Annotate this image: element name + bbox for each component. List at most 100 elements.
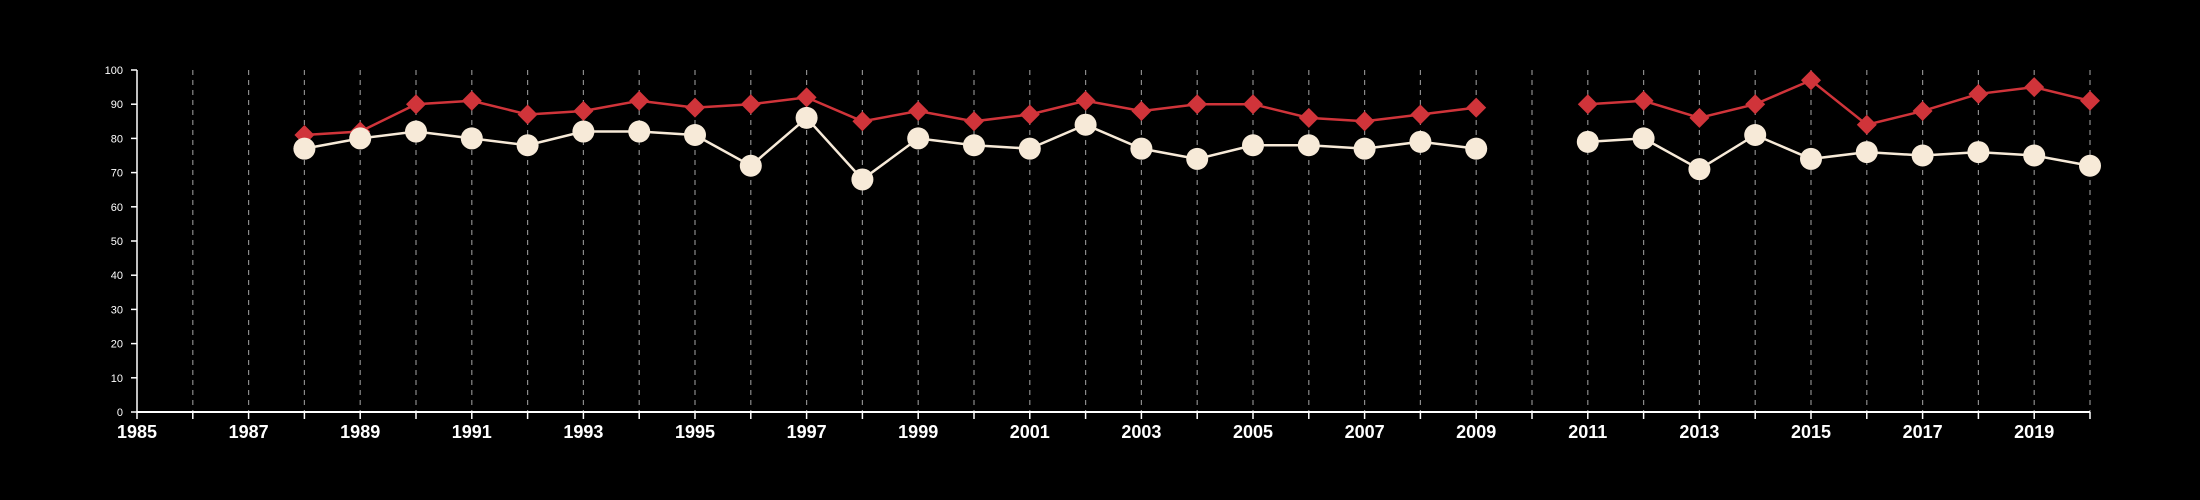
- y-tick-label-50: 50: [111, 236, 123, 248]
- series-1-line-segment-0: [304, 116, 1477, 182]
- x-tick-label-1985: 1985: [117, 422, 157, 442]
- y-tick-label-60: 60: [111, 202, 123, 214]
- series-0-point-2002: [1075, 90, 1096, 111]
- series-0-point-1993: [573, 101, 594, 122]
- series-0-point-2011: [1577, 94, 1598, 115]
- x-tick-label-1993: 1993: [563, 422, 603, 442]
- x-tick-label-1989: 1989: [340, 422, 380, 442]
- vertical-gridlines: [192, 70, 2091, 412]
- series-0-point-2020: [2080, 90, 2100, 111]
- series-1-point-2004: [1186, 147, 1209, 170]
- y-tick-label-100: 100: [105, 65, 123, 77]
- series-0-point-2019: [2024, 77, 2045, 98]
- x-tick-label-2019: 2019: [2014, 422, 2054, 442]
- x-tick-label-1987: 1987: [229, 422, 269, 442]
- x-tick-label-1999: 1999: [898, 422, 938, 442]
- series-0-point-2008: [1410, 104, 1431, 125]
- series-1-point-2019: [2023, 144, 2046, 167]
- series-0-point-2001: [1019, 104, 1040, 125]
- series-1-point-2006: [1297, 134, 1320, 157]
- series-0-point-1996: [740, 94, 761, 115]
- series-1-line-segment-1: [1587, 133, 2091, 171]
- y-tick-label-30: 30: [111, 304, 123, 316]
- x-tick-label-2013: 2013: [1679, 422, 1719, 442]
- series-1-point-1996: [739, 154, 762, 177]
- y-tick-label-0: 0: [117, 407, 123, 419]
- series-0-point-2000: [964, 111, 984, 132]
- series-0-point-1999: [908, 101, 929, 122]
- series-1-point-2003: [1130, 137, 1153, 160]
- series-0-point-2004: [1187, 94, 1208, 115]
- series-0-point-2016: [1856, 114, 1877, 135]
- y-tick-label-10: 10: [111, 373, 123, 385]
- series-0-point-1994: [629, 90, 650, 111]
- series-1-point-2000: [963, 134, 985, 157]
- x-tick-label-2005: 2005: [1233, 422, 1273, 442]
- series-0-point-2005: [1243, 94, 1263, 115]
- series-0-point-2006: [1298, 107, 1319, 128]
- x-tick-label-2015: 2015: [1791, 422, 1831, 442]
- series-1-point-2013: [1688, 158, 1711, 181]
- series-1-point-1993: [572, 120, 595, 143]
- series-1-point-1998: [851, 168, 874, 191]
- series-1-point-1988: [293, 137, 316, 160]
- x-tick-label-1991: 1991: [452, 422, 492, 442]
- x-tick-label-2011: 2011: [1568, 422, 1607, 442]
- series-1-point-2017: [1911, 144, 1934, 167]
- series-1-point-1999: [907, 127, 930, 150]
- series-1-point-1991: [460, 127, 483, 150]
- series-1-point-1992: [516, 134, 539, 157]
- series-1-point-2009: [1465, 137, 1488, 160]
- series-0-point-2017: [1912, 101, 1933, 122]
- x-tick-label-1997: 1997: [787, 422, 827, 442]
- series-0-point-2018: [1968, 83, 1989, 104]
- data-series: [293, 70, 2101, 191]
- series-0-point-2015: [1801, 70, 1821, 91]
- series-1-point-1989: [349, 127, 372, 150]
- axes: [131, 69, 2091, 419]
- series-0-line-segment-0: [304, 96, 1477, 137]
- x-tick-label-2017: 2017: [1903, 422, 1943, 442]
- y-tick-label-70: 70: [111, 168, 123, 180]
- series-1-point-2014: [1744, 123, 1767, 146]
- series-1-point-2015: [1800, 147, 1822, 170]
- y-tick-label-90: 90: [111, 99, 123, 111]
- series-1-point-1994: [628, 120, 651, 143]
- y-tick-label-80: 80: [111, 133, 123, 145]
- series-0-point-2009: [1466, 97, 1487, 118]
- series-0-point-2007: [1354, 111, 1375, 132]
- series-1-point-2005: [1242, 134, 1264, 157]
- series-0-point-1992: [517, 104, 538, 125]
- x-tick-label-2007: 2007: [1345, 422, 1385, 442]
- series-0-point-1991: [461, 90, 482, 111]
- series-0-point-1997: [796, 87, 817, 108]
- y-tick-label-40: 40: [111, 270, 123, 282]
- x-tick-label-2001: 2001: [1010, 422, 1050, 442]
- series-1-point-2011: [1576, 130, 1599, 153]
- series-0-group: [294, 70, 2100, 145]
- series-0-point-2013: [1689, 107, 1710, 128]
- tick-labels: 0 10 20 30 40 50 60 70 80 90 100 1985 1987 1989 1991 19…: [105, 65, 2055, 442]
- x-tick-label-1995: 1995: [675, 422, 715, 442]
- series-0-point-1998: [852, 111, 873, 132]
- series-1-point-2007: [1353, 137, 1376, 160]
- series-0-point-2003: [1131, 101, 1152, 122]
- series-1-point-1995: [684, 123, 706, 146]
- series-1-point-2008: [1409, 130, 1432, 153]
- series-1-group: [293, 106, 2101, 191]
- series-1-point-2018: [1967, 141, 1990, 164]
- series-0-point-2012: [1633, 90, 1654, 111]
- x-tick-label-2003: 2003: [1121, 422, 1161, 442]
- series-1-point-1997: [795, 106, 818, 129]
- series-0-point-1995: [685, 97, 705, 118]
- series-1-point-2016: [1855, 141, 1878, 164]
- y-tick-label-20: 20: [111, 339, 123, 351]
- x-tick-label-2009: 2009: [1456, 422, 1496, 442]
- series-0-point-2014: [1745, 94, 1766, 115]
- series-1-point-2001: [1018, 137, 1041, 160]
- series-1-point-2002: [1074, 113, 1097, 136]
- series-0-line-segment-1: [1587, 78, 2091, 127]
- series-1-point-1990: [405, 120, 427, 143]
